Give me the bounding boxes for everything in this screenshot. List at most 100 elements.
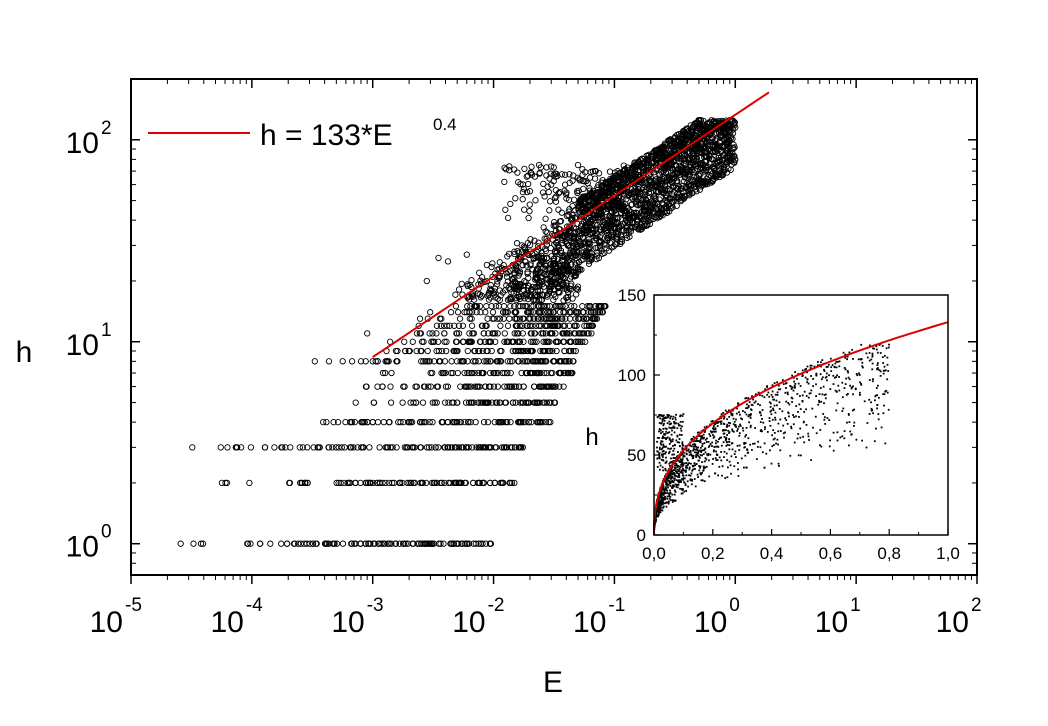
- inset-data-point: [830, 366, 833, 369]
- data-point: [634, 212, 641, 219]
- inset-data-point: [784, 431, 786, 434]
- inset-data-point: [708, 444, 711, 447]
- inset-data-point: [673, 479, 676, 482]
- inset-data-point: [657, 507, 660, 510]
- inset-data-point: [664, 491, 667, 494]
- inset-data-point: [879, 370, 882, 373]
- inset-data-point: [815, 432, 818, 435]
- data-point: [516, 315, 524, 322]
- inset-data-point: [812, 385, 814, 387]
- inset-data-point: [785, 419, 788, 421]
- data-point: [551, 287, 558, 294]
- inset-data-point: [783, 436, 785, 439]
- data-point: [304, 444, 311, 451]
- inset-data-point: [742, 410, 744, 412]
- inset-data-point: [685, 474, 688, 477]
- data-point: [554, 322, 561, 329]
- inset-data-point: [702, 433, 705, 436]
- data-point: [562, 315, 569, 322]
- data-point: [492, 369, 500, 377]
- inset-data-point: [822, 413, 825, 415]
- inset-data-point: [870, 401, 872, 404]
- inset-data-point: [883, 404, 885, 407]
- data-point: [563, 231, 571, 238]
- data-point: [555, 282, 562, 290]
- inset-data-point: [706, 437, 708, 440]
- data-point: [483, 278, 490, 285]
- inset-data-point: [690, 453, 692, 456]
- inset-data-point: [723, 417, 725, 420]
- data-point: [508, 383, 516, 390]
- inset-data-point: [699, 465, 702, 468]
- data-point: [247, 444, 255, 451]
- data-point: [330, 418, 337, 426]
- data-point: [618, 200, 625, 207]
- inset-data-point: [749, 426, 752, 429]
- inset-data-point: [886, 391, 889, 394]
- data-point: [531, 330, 539, 337]
- inset-data-point: [683, 481, 686, 484]
- data-point: [488, 399, 496, 406]
- inset-data-point: [761, 451, 764, 454]
- inset-data-point: [686, 480, 689, 483]
- data-point: [607, 180, 614, 187]
- data-point: [352, 399, 359, 406]
- data-point: [190, 540, 197, 547]
- inset-data-point: [746, 407, 749, 409]
- inset-data-point: [880, 426, 883, 429]
- data-point: [686, 154, 693, 161]
- data-point: [489, 330, 496, 337]
- data-point: [557, 369, 564, 377]
- data-point: [329, 444, 336, 451]
- data-point: [337, 479, 344, 487]
- inset-data-point: [675, 460, 678, 462]
- data-point: [331, 540, 338, 547]
- data-point: [512, 399, 519, 406]
- inset-data-point: [807, 382, 810, 385]
- inset-data-point: [821, 376, 824, 379]
- data-point: [732, 124, 739, 131]
- data-point: [448, 540, 455, 547]
- inset-data-point: [684, 445, 687, 447]
- inset-data-point: [682, 488, 684, 491]
- data-point: [197, 540, 205, 547]
- data-point: [568, 216, 575, 223]
- data-point: [479, 479, 486, 487]
- data-point: [473, 303, 481, 310]
- data-point: [582, 193, 589, 201]
- data-point: [511, 303, 518, 310]
- data-point: [570, 172, 577, 179]
- inset-data-point: [695, 454, 698, 456]
- inset-data-point: [738, 444, 741, 447]
- data-point: [256, 540, 264, 547]
- data-point: [542, 247, 550, 255]
- inset-data-point: [759, 430, 762, 432]
- inset-data-point: [698, 431, 700, 434]
- inset-data-point: [749, 417, 752, 419]
- data-point: [554, 172, 561, 180]
- inset-data-point: [667, 483, 670, 486]
- inset-data-point: [735, 412, 738, 415]
- data-point: [409, 540, 416, 547]
- inset-data-point: [784, 417, 787, 420]
- inset-data-point: [877, 362, 879, 364]
- x-tick-label: 10: [331, 606, 364, 639]
- data-point: [323, 418, 330, 426]
- inset-data-point: [801, 400, 804, 403]
- inset-data-point: [877, 367, 879, 369]
- inset-data-point: [875, 394, 878, 397]
- data-point: [533, 399, 540, 406]
- inset-data-point: [843, 430, 846, 432]
- data-point: [673, 141, 680, 148]
- inset-data-point: [698, 456, 701, 458]
- data-point: [576, 227, 583, 234]
- data-point: [632, 161, 639, 168]
- inset-data-point: [661, 509, 664, 512]
- data-point: [358, 444, 365, 451]
- data-point: [542, 265, 549, 272]
- inset-data-point: [701, 445, 704, 447]
- inset-data-point: [657, 508, 660, 511]
- data-point: [546, 207, 553, 214]
- inset-data-point: [723, 432, 726, 435]
- inset-data-point: [813, 365, 816, 368]
